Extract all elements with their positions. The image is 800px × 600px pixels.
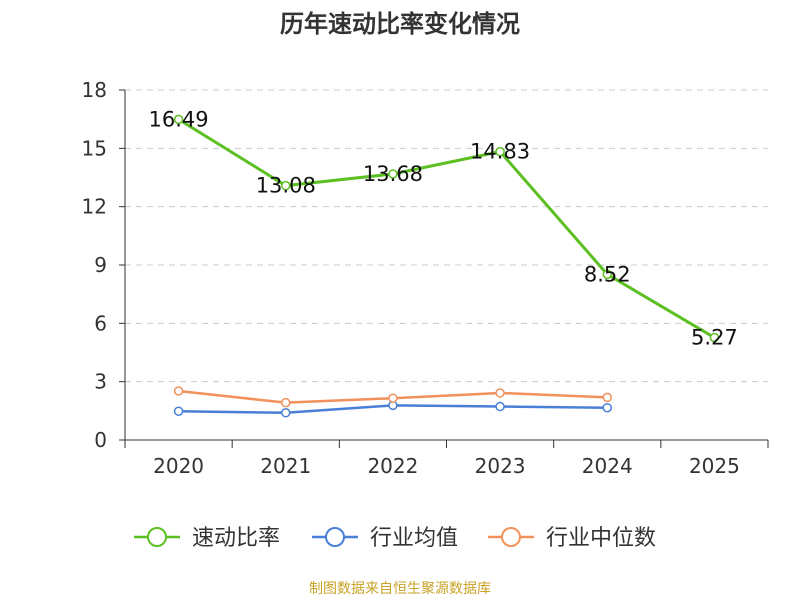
data-label: 14.83	[470, 140, 530, 164]
data-point[interactable]	[602, 402, 612, 413]
y-tick-label: 15	[82, 136, 107, 160]
data-point[interactable]	[173, 386, 184, 396]
legend-swatch-marker	[325, 527, 345, 547]
y-tick-label: 3	[94, 370, 107, 394]
x-tick-label: 2020	[153, 454, 204, 478]
legend-swatch-marker	[147, 527, 167, 547]
data-point[interactable]	[495, 388, 505, 398]
x-tick-label: 2024	[582, 454, 633, 478]
data-point[interactable]	[281, 180, 291, 191]
y-tick-label: 12	[82, 195, 107, 219]
data-point[interactable]	[495, 401, 505, 412]
data-label: 5.27	[691, 326, 738, 350]
legend-label[interactable]: 速动比率	[192, 526, 280, 551]
data-label: 13.68	[363, 162, 423, 186]
data-point[interactable]	[281, 397, 291, 408]
chart-title: 历年速动比率变化情况	[280, 10, 520, 38]
data-label: 13.08	[256, 174, 316, 198]
data-point[interactable]	[602, 392, 612, 403]
x-tick-label: 2023	[475, 454, 526, 478]
legend-swatch-marker	[501, 527, 521, 547]
series-line-1	[177, 117, 716, 340]
y-tick-label: 9	[94, 253, 107, 277]
legend-label[interactable]: 行业中位数	[546, 526, 656, 551]
data-point[interactable]	[173, 114, 184, 125]
data-point[interactable]	[709, 332, 720, 343]
x-tick-label: 2025	[689, 454, 740, 478]
data-point[interactable]	[388, 169, 398, 179]
data-point[interactable]	[173, 406, 184, 416]
legend-label[interactable]: 行业均值	[370, 526, 458, 551]
data-label: 8.52	[584, 262, 631, 286]
data-point[interactable]	[602, 269, 612, 280]
x-tick-label: 2021	[260, 454, 311, 478]
data-label: 16.49	[149, 107, 209, 131]
y-tick-label: 0	[94, 428, 107, 452]
data-point[interactable]	[388, 393, 398, 403]
source-credit: 制图数据来自恒生聚源数据库	[309, 581, 491, 597]
x-tick-label: 2022	[367, 454, 418, 478]
data-point[interactable]	[281, 408, 291, 418]
data-point[interactable]	[495, 146, 505, 157]
y-tick-label: 6	[94, 311, 107, 335]
y-tick-label: 18	[82, 78, 107, 102]
